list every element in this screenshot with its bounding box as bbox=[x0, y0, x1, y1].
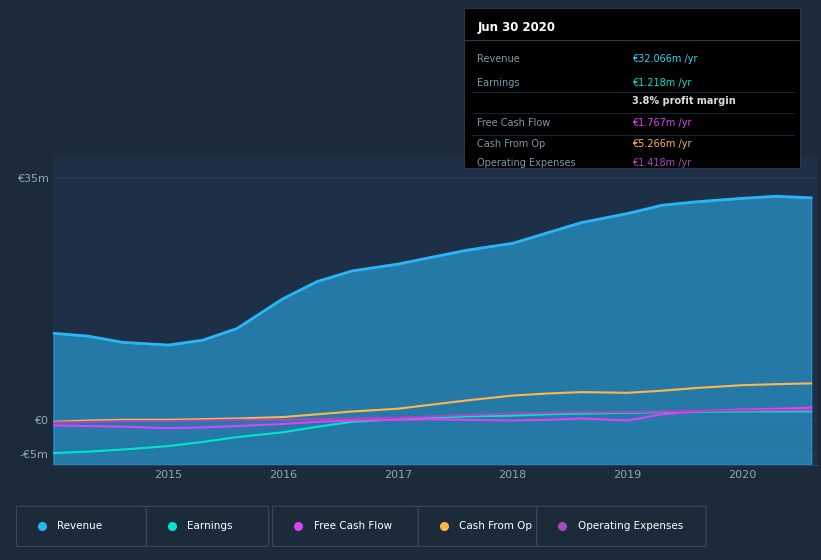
Text: Jun 30 2020: Jun 30 2020 bbox=[477, 21, 555, 34]
Text: €5.266m /yr: €5.266m /yr bbox=[632, 139, 691, 149]
Text: €1.418m /yr: €1.418m /yr bbox=[632, 158, 691, 168]
Text: Revenue: Revenue bbox=[477, 54, 520, 64]
Text: €1.218m /yr: €1.218m /yr bbox=[632, 78, 691, 88]
Text: Earnings: Earnings bbox=[477, 78, 520, 88]
Text: Earnings: Earnings bbox=[187, 521, 233, 531]
Text: Operating Expenses: Operating Expenses bbox=[477, 158, 576, 168]
Text: Cash From Op: Cash From Op bbox=[460, 521, 532, 531]
Text: Cash From Op: Cash From Op bbox=[477, 139, 546, 149]
Text: 3.8% profit margin: 3.8% profit margin bbox=[632, 96, 736, 106]
Text: Revenue: Revenue bbox=[57, 521, 103, 531]
Text: Free Cash Flow: Free Cash Flow bbox=[477, 118, 551, 128]
Text: Operating Expenses: Operating Expenses bbox=[578, 521, 683, 531]
Text: €32.066m /yr: €32.066m /yr bbox=[632, 54, 698, 64]
Text: €1.767m /yr: €1.767m /yr bbox=[632, 118, 691, 128]
Text: Free Cash Flow: Free Cash Flow bbox=[314, 521, 392, 531]
